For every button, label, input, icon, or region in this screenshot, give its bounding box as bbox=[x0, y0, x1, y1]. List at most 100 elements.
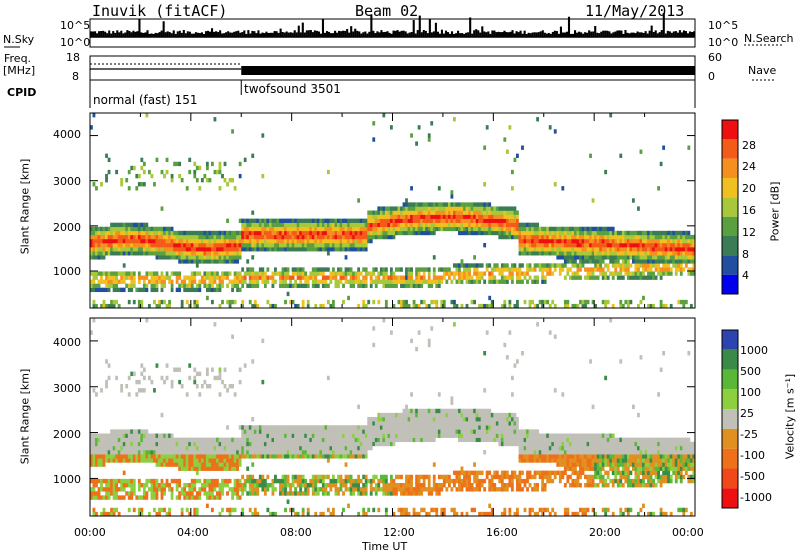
power-cell bbox=[599, 267, 603, 272]
power-cell bbox=[236, 259, 240, 264]
velocity-cell bbox=[102, 437, 106, 443]
power-cell bbox=[246, 226, 250, 232]
power-cell bbox=[526, 226, 529, 232]
power-cell bbox=[475, 267, 479, 272]
power-cell bbox=[387, 222, 391, 228]
power-cell bbox=[306, 218, 310, 223]
power-cell bbox=[377, 206, 381, 211]
nsky-bar bbox=[531, 32, 534, 37]
power-cell bbox=[533, 238, 537, 244]
velocity-cell bbox=[228, 458, 232, 463]
velocity-cell bbox=[296, 511, 300, 517]
velocity-cell bbox=[384, 491, 388, 496]
power-cell bbox=[533, 263, 537, 268]
velocity-cell bbox=[251, 511, 255, 517]
velocity-cell bbox=[155, 441, 159, 447]
power-cell bbox=[395, 267, 398, 272]
velocity-cell bbox=[334, 478, 338, 484]
power-cell bbox=[669, 251, 673, 256]
power-cell bbox=[135, 247, 139, 252]
power-cell bbox=[352, 247, 355, 252]
power-cell bbox=[316, 267, 320, 272]
power-cell bbox=[342, 218, 345, 223]
power-cell bbox=[616, 271, 620, 276]
velocity-cell bbox=[150, 458, 154, 463]
power-cell bbox=[158, 303, 161, 309]
power-cell bbox=[614, 259, 618, 264]
power-cell bbox=[193, 259, 197, 264]
power-cell bbox=[657, 238, 661, 244]
velocity-cell bbox=[276, 478, 280, 484]
velocity-cell bbox=[289, 445, 292, 451]
power-cell bbox=[120, 222, 124, 228]
power-cell bbox=[137, 230, 141, 236]
power-cell bbox=[180, 299, 184, 305]
power-cell bbox=[362, 247, 366, 252]
velocity-cell bbox=[281, 441, 285, 447]
nsky-bar bbox=[489, 33, 492, 37]
velocity-cell bbox=[213, 466, 217, 471]
power-cell bbox=[183, 230, 187, 236]
power-cell bbox=[558, 238, 562, 244]
power-cell bbox=[637, 259, 640, 264]
power-cell bbox=[478, 279, 482, 284]
velocity-cell bbox=[163, 458, 166, 463]
power-cell bbox=[599, 243, 603, 248]
power-cell bbox=[594, 267, 597, 272]
velocity-cell bbox=[150, 478, 154, 484]
power-cell bbox=[243, 222, 247, 228]
velocity-cell bbox=[193, 487, 197, 492]
power-cell bbox=[594, 263, 597, 268]
power-cell bbox=[437, 186, 441, 191]
velocity-cell bbox=[185, 495, 189, 500]
power-cell bbox=[543, 247, 547, 252]
power-cell bbox=[654, 247, 658, 252]
power-cell bbox=[221, 173, 224, 179]
power-cell bbox=[97, 251, 101, 256]
velocity-cell bbox=[261, 445, 265, 451]
power-cell bbox=[533, 267, 537, 272]
power-cell bbox=[558, 251, 562, 256]
power-cell bbox=[150, 279, 154, 284]
velocity-cell bbox=[248, 474, 252, 480]
power-cell bbox=[402, 283, 406, 288]
power-cell bbox=[92, 238, 96, 244]
velocity-cell bbox=[180, 507, 184, 513]
power-cell bbox=[296, 267, 300, 272]
power-cell bbox=[132, 283, 136, 288]
nsky-bar bbox=[646, 33, 649, 37]
power-cell bbox=[460, 271, 464, 276]
power-cell bbox=[601, 299, 605, 305]
power-cell bbox=[604, 226, 608, 232]
velocity-cell bbox=[286, 478, 290, 484]
power-cell bbox=[299, 271, 303, 276]
velocity-cell bbox=[158, 462, 161, 467]
power-cell bbox=[480, 202, 484, 207]
power-cell bbox=[344, 218, 348, 223]
power-cell bbox=[526, 243, 529, 248]
velocity-cell bbox=[241, 433, 245, 438]
velocity-cell bbox=[332, 437, 335, 443]
power-cell bbox=[319, 267, 323, 272]
velocity-cell bbox=[311, 437, 315, 443]
velocity-cell bbox=[246, 429, 250, 434]
power-cell bbox=[324, 243, 328, 248]
power-cell bbox=[634, 243, 638, 248]
power-cell bbox=[420, 218, 424, 223]
velocity-cell bbox=[203, 450, 207, 455]
velocity-cell bbox=[168, 437, 171, 443]
nsky-bar bbox=[668, 31, 671, 37]
power-cell bbox=[415, 230, 419, 236]
power-cell bbox=[352, 234, 355, 240]
power-cell bbox=[339, 247, 343, 252]
power-cell bbox=[415, 271, 419, 276]
velocity-cell bbox=[193, 478, 197, 484]
power-cell bbox=[334, 271, 338, 276]
power-cell bbox=[490, 275, 494, 280]
velocity-cell bbox=[384, 474, 388, 480]
power-cell bbox=[488, 222, 492, 228]
velocity-cell bbox=[125, 429, 129, 434]
velocity-cell bbox=[294, 454, 298, 459]
power-cell bbox=[180, 251, 184, 256]
power-cell bbox=[342, 230, 345, 236]
